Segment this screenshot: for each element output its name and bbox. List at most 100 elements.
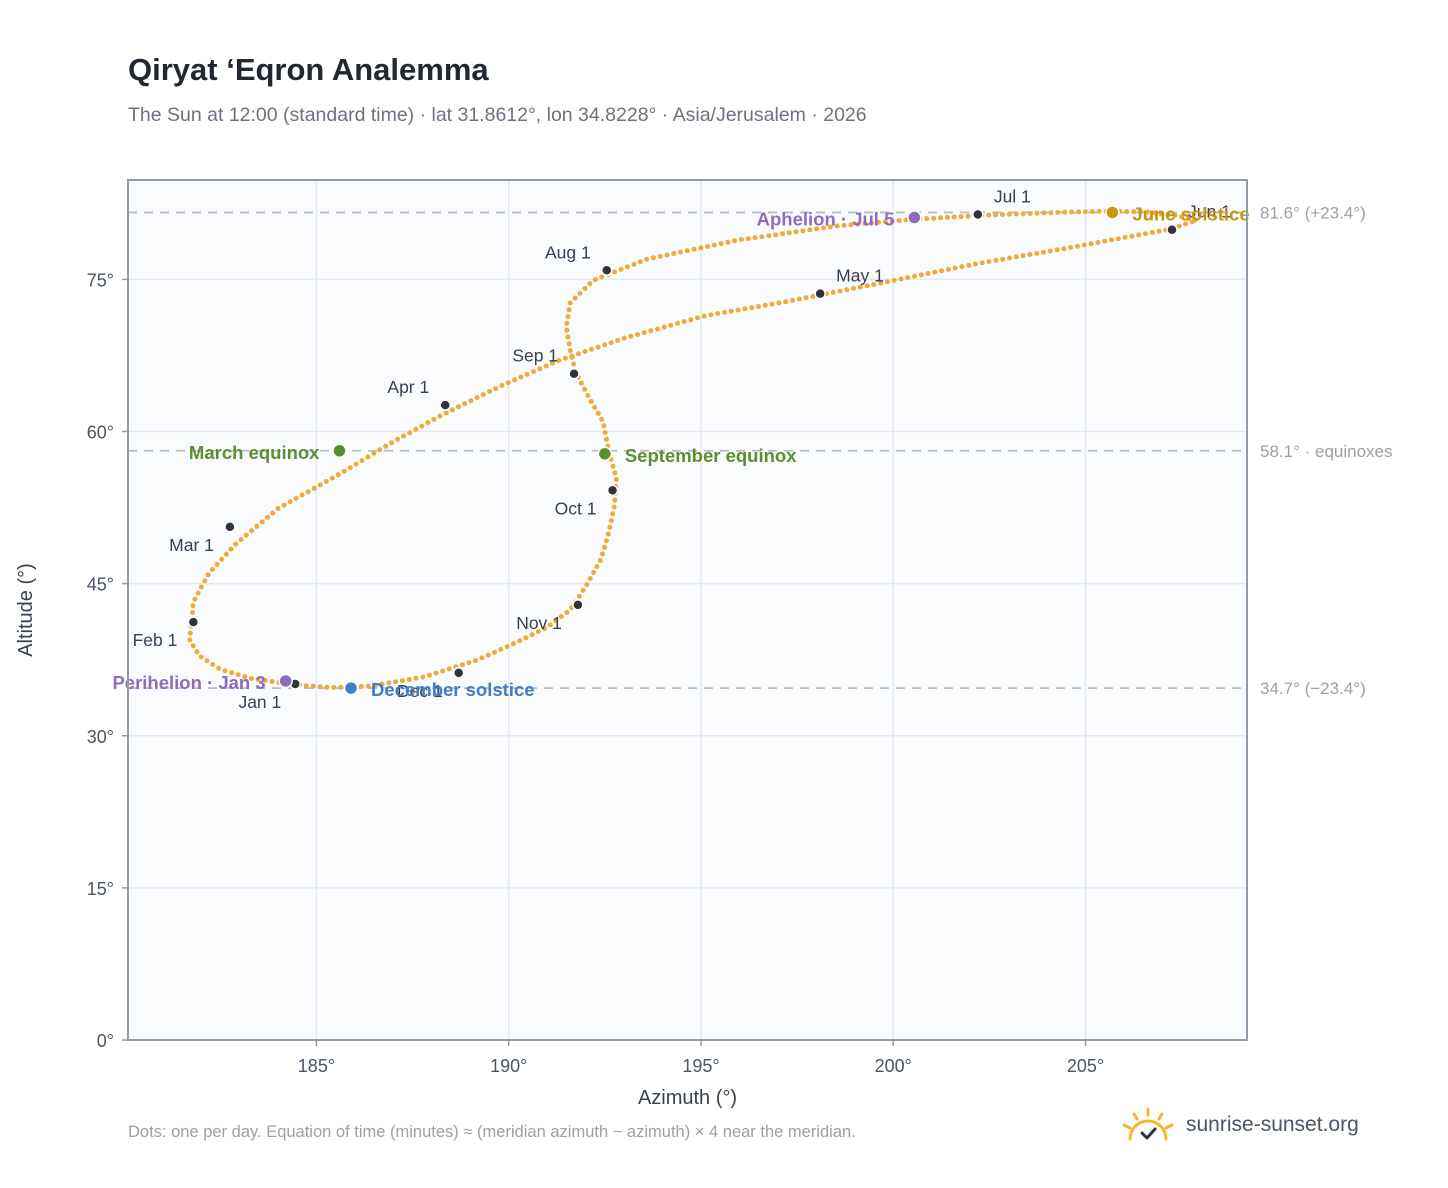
daily-dot [1076, 209, 1081, 215]
daily-dot [884, 279, 890, 285]
daily-dot [311, 485, 317, 491]
month-label: Sep 1 [512, 346, 558, 366]
reference-line-label: 81.6° (+23.4°) [1260, 203, 1366, 222]
daily-dot [567, 300, 573, 306]
daily-dot [742, 306, 748, 312]
daily-dot [229, 670, 235, 676]
daily-dot [359, 458, 365, 463]
daily-dot [420, 674, 426, 680]
daily-dot [1183, 221, 1189, 227]
daily-dot [293, 495, 299, 501]
month-label: Feb 1 [133, 630, 178, 650]
daily-dot [821, 225, 826, 231]
reference-line-label: 34.7° (−23.4°) [1260, 679, 1366, 698]
daily-dot [504, 644, 510, 650]
daily-dot [701, 313, 707, 319]
x-tick-label: 195° [682, 1056, 719, 1076]
daily-dot [769, 301, 775, 307]
brand[interactable]: sunrise-sunset.org [1120, 1103, 1359, 1147]
daily-dot [1047, 248, 1053, 254]
daily-dot [1013, 254, 1019, 260]
month-label: Jun 1 [1188, 202, 1231, 222]
daily-dot [510, 641, 516, 647]
month-marker [600, 264, 613, 277]
daily-dot [635, 332, 640, 337]
month-label: Dec 1 [397, 681, 443, 701]
daily-dot [195, 590, 201, 596]
daily-dot [287, 499, 293, 505]
daily-dot [377, 447, 383, 453]
daily-dot [1192, 217, 1198, 223]
plot-border [127, 179, 1248, 1041]
daily-dot [932, 269, 938, 275]
daily-dot [192, 596, 198, 602]
daily-dot [324, 684, 330, 690]
daily-dot [365, 454, 371, 460]
daily-dot [205, 572, 211, 578]
axis-ticks: 185° 190° 195° 200° 205° 0° 15° 30° 45° 60° 75° [87, 270, 1104, 1076]
daily-dot [498, 646, 504, 652]
apsis-label: Perihelion · Jan 3 [112, 672, 265, 693]
daily-dot [419, 423, 425, 429]
month-label: Nov 1 [516, 613, 562, 633]
y-tick-label: 30° [87, 727, 114, 747]
equinox-marker [332, 443, 347, 459]
daily-dot [487, 389, 492, 394]
daily-dot [592, 277, 598, 283]
daily-dot [966, 262, 972, 268]
daily-dot [1179, 214, 1185, 220]
daily-dot [187, 630, 193, 636]
daily-dot [803, 295, 809, 301]
daily-dot [571, 361, 577, 367]
daily-dot [281, 502, 287, 508]
daily-dot [305, 489, 311, 495]
month-marker [1166, 223, 1178, 236]
daily-dot [219, 556, 225, 562]
daily-dot [223, 551, 229, 557]
daily-dot [588, 398, 594, 404]
equinox-label: September equinox [625, 445, 797, 466]
daily-dot [386, 680, 392, 686]
daily-dot [644, 256, 650, 262]
daily-dot [1054, 247, 1060, 253]
daily-dot [1027, 252, 1033, 257]
daily-dot [678, 249, 683, 255]
daily-dot [681, 319, 687, 325]
y-tick-label: 75° [87, 270, 114, 290]
daily-dot [1068, 245, 1074, 250]
daily-dot [628, 333, 634, 339]
daily-dot [869, 220, 875, 226]
daily-dot [1000, 256, 1006, 262]
daily-dot [531, 369, 536, 375]
y-tick-label: 0° [97, 1031, 114, 1051]
daily-dot [303, 683, 309, 689]
daily-dot [651, 255, 656, 261]
daily-dot [862, 221, 868, 227]
daily-dot [1081, 242, 1087, 248]
daily-dot [505, 380, 511, 386]
daily-dot [695, 315, 700, 321]
daily-dot [275, 506, 281, 511]
daily-dot [547, 622, 553, 628]
daily-dot [708, 312, 714, 318]
daily-dot [924, 216, 930, 222]
daily-dot [584, 582, 590, 588]
daily-dot [395, 436, 401, 442]
daily-dot [265, 514, 270, 520]
daily-dot [437, 413, 443, 419]
daily-dot [389, 440, 395, 446]
daily-dot [564, 327, 570, 333]
daily-dot [255, 677, 261, 682]
daily-dot [610, 511, 616, 517]
daily-dot [202, 578, 208, 584]
daily-dot [728, 308, 734, 314]
daily-dot [611, 504, 617, 510]
daily-dot [270, 510, 276, 516]
daily-dot [431, 416, 437, 422]
daily-dot [399, 678, 405, 684]
daily-dot [198, 584, 204, 590]
daily-dot [705, 244, 711, 249]
daily-dot [1055, 209, 1061, 215]
daily-dot [317, 482, 323, 488]
daily-dot [1000, 212, 1005, 217]
